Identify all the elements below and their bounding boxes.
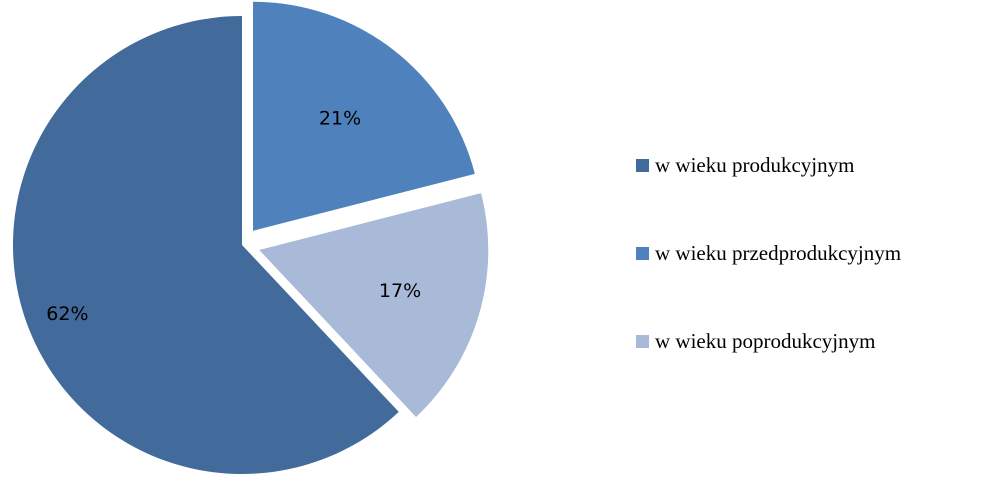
legend-swatch [636,159,649,172]
slice-value-label: 17% [379,280,421,302]
legend: w wieku produkcyjnym w wieku przedproduk… [636,146,981,410]
pie-slice [12,16,399,474]
legend-label: w wieku przedprodukcyjnym [655,241,902,265]
legend-item: w wieku przedprodukcyjnym [636,234,981,273]
pie-plot-area: 62% 21% 17% [12,1,489,474]
legend-label: w wieku produkcyjnym [655,153,855,177]
legend-item: w wieku produkcyjnym [636,146,981,185]
slice-value-label: 21% [319,108,361,130]
pie-slice [259,193,489,417]
slice-value-label: 62% [46,303,88,325]
legend-label: w wieku poprodukcyjnym [655,329,876,353]
legend-item: w wieku poprodukcyjnym [636,322,981,361]
legend-swatch [636,247,649,260]
pie-slice [253,1,475,231]
legend-swatch [636,335,649,348]
